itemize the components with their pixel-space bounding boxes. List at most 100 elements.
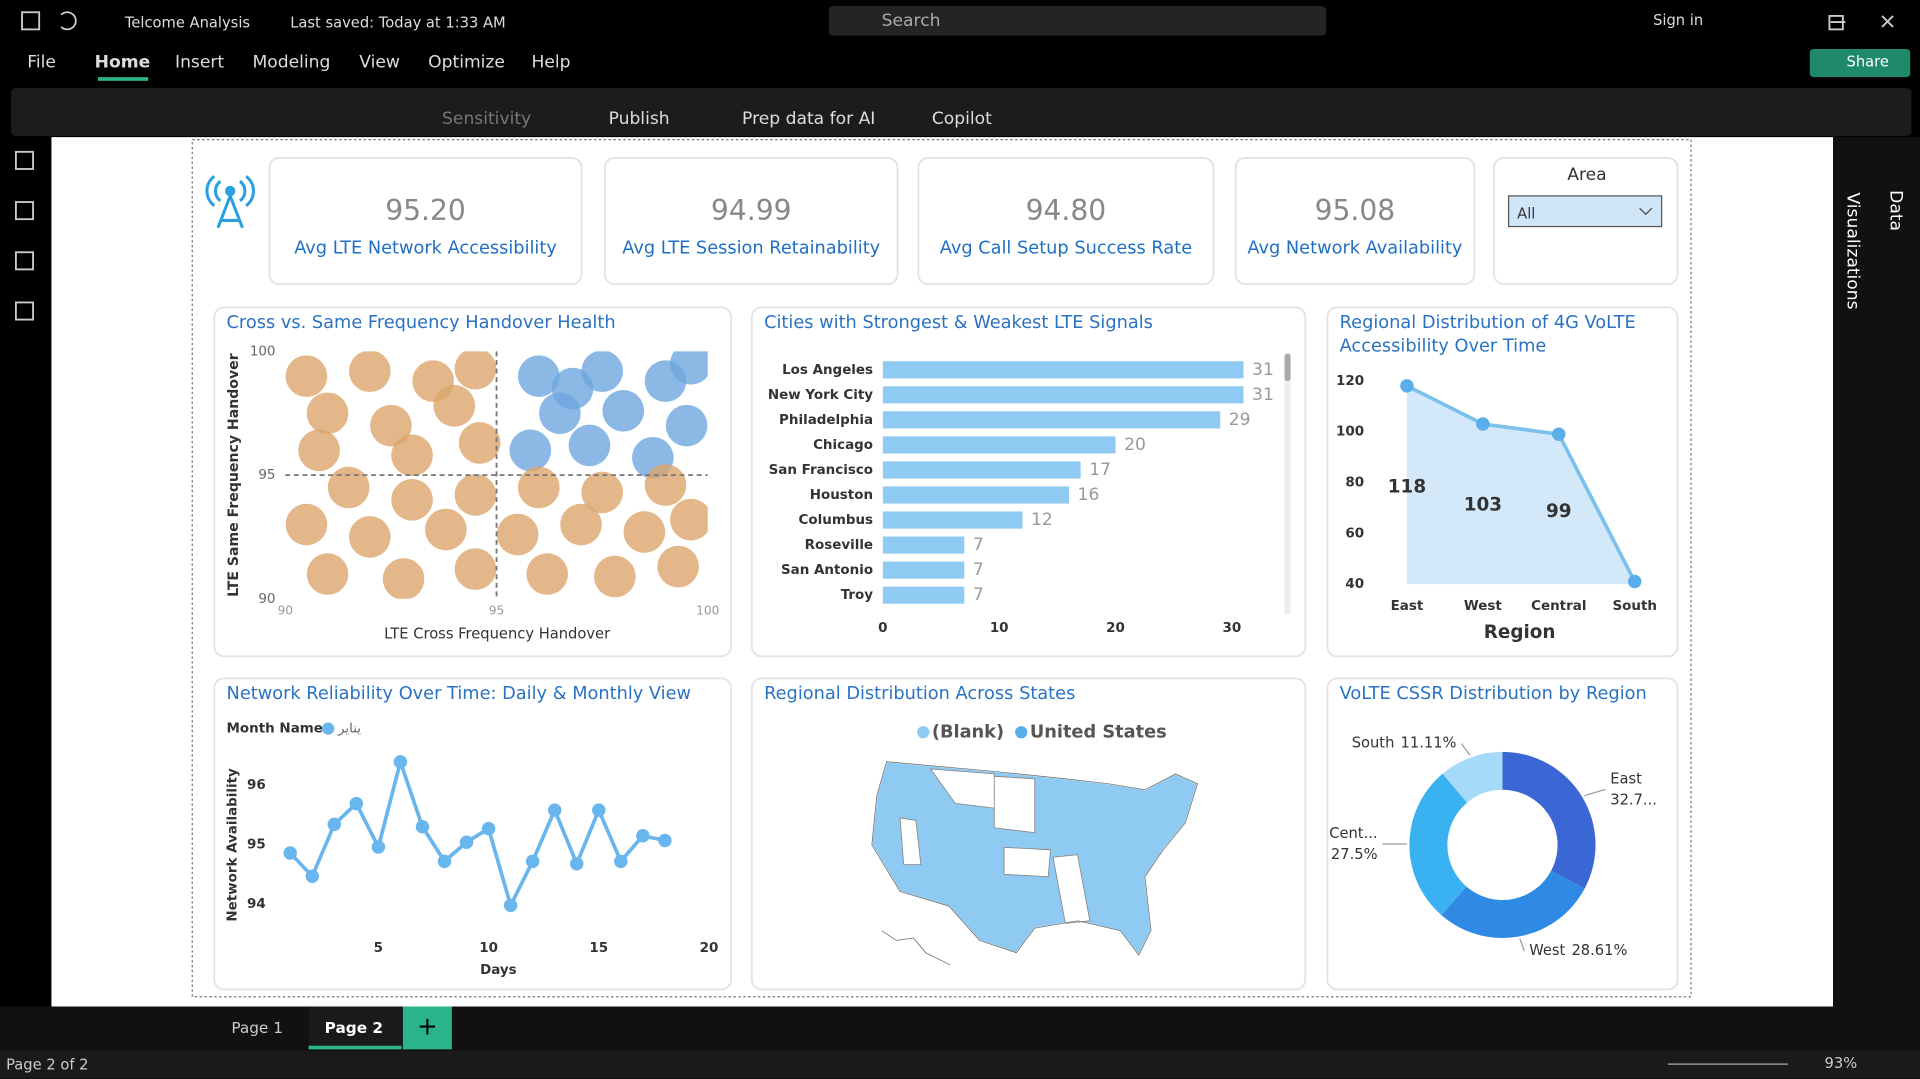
y-tick-label: 60 <box>1345 526 1364 541</box>
point <box>349 796 364 811</box>
category-label: San Antonio <box>781 563 873 578</box>
page-tab[interactable]: Page 2 <box>325 1019 383 1037</box>
menu-item[interactable]: Modeling <box>252 52 330 72</box>
category-label: Houston <box>810 488 873 503</box>
data-label: 16 <box>1078 485 1100 505</box>
bubble <box>644 464 687 506</box>
kpi-label: Avg Network Availability <box>1247 239 1462 259</box>
data-label: 27.5% <box>1331 846 1378 863</box>
bar <box>882 411 1221 429</box>
category-label: Chicago <box>813 438 873 453</box>
visual-title: Cross vs. Same Frequency Handover Health <box>226 313 616 334</box>
category-label: Columbus <box>799 513 874 528</box>
point <box>1476 417 1490 431</box>
page-tabs <box>0 1006 1834 1051</box>
bubble <box>433 385 476 427</box>
file-name: Telcome Analysis <box>124 14 250 31</box>
bubble <box>623 511 666 553</box>
bubble <box>348 351 391 393</box>
category-label: Roseville <box>805 538 873 553</box>
search-box[interactable] <box>828 6 1327 36</box>
bubble <box>458 422 501 464</box>
category-label: West <box>1529 942 1565 959</box>
x-axis-title: Days <box>480 963 517 978</box>
y-tick-label: 120 <box>1336 374 1364 389</box>
bubble <box>382 558 425 599</box>
menu-item[interactable]: Optimize <box>428 52 505 72</box>
scrollbar-thumb[interactable] <box>1284 353 1291 381</box>
data-label: 29 <box>1229 410 1251 430</box>
visual-panel <box>213 677 732 991</box>
x-tick-label: 0 <box>878 621 887 636</box>
toolbar-button[interactable]: Prep data for AI <box>742 109 875 129</box>
y-tick-label: 90 <box>258 592 275 607</box>
point <box>393 755 408 769</box>
x-tick-label: Central <box>1531 599 1586 614</box>
point <box>481 821 496 836</box>
x-tick-label: West <box>1464 599 1502 614</box>
pane-title[interactable]: Data <box>1886 190 1906 231</box>
menu-item[interactable]: Insert <box>175 52 224 72</box>
x-axis-title: Region <box>1484 622 1556 643</box>
category-label: East <box>1610 771 1642 788</box>
visual-title: VoLTE CSSR Distribution by Region <box>1339 684 1647 705</box>
menu-item[interactable]: Home <box>95 52 151 72</box>
visual-panel <box>213 306 732 658</box>
share-label[interactable]: Share <box>1847 53 1889 70</box>
visual-panel <box>750 306 1307 658</box>
share-button[interactable] <box>1809 48 1911 78</box>
active-tab[interactable] <box>308 1006 402 1050</box>
sign-in[interactable]: Sign in <box>1653 12 1703 29</box>
kpi-label: Avg LTE Session Retainability <box>622 239 880 259</box>
page-tab[interactable]: Page 1 <box>231 1019 283 1037</box>
kpi-value: 94.99 <box>711 194 792 227</box>
x-tick-label: 20 <box>1106 621 1125 636</box>
category-label: Cent... <box>1329 825 1377 842</box>
menu-item[interactable]: File <box>27 52 56 72</box>
bar <box>882 436 1116 454</box>
bubble <box>454 474 497 516</box>
y-tick-label: 80 <box>1345 475 1364 490</box>
bubble <box>454 548 497 590</box>
kpi-card <box>917 157 1215 286</box>
category-label: San Francisco <box>769 463 873 478</box>
donut-slice <box>1442 751 1503 803</box>
point <box>614 854 628 869</box>
slicer-dropdown[interactable] <box>1507 195 1663 228</box>
bubble <box>517 466 560 509</box>
data-label: 11.11% <box>1401 735 1457 752</box>
bubble <box>594 555 636 598</box>
area-line <box>1406 384 1637 583</box>
toolbar-button[interactable]: Publish <box>609 109 670 129</box>
legend-marker <box>1015 726 1028 739</box>
x-tick-label: 30 <box>1222 621 1241 636</box>
area-fill <box>1406 385 1635 585</box>
bar <box>882 461 1081 479</box>
legend-label: (Blank) <box>932 722 1004 742</box>
legend-title: Month Name <box>227 722 323 737</box>
x-tick-label: 10 <box>990 621 1009 636</box>
bar <box>882 486 1069 504</box>
bubble <box>551 367 594 410</box>
bubble <box>348 516 391 558</box>
leader-line <box>1584 788 1606 797</box>
menu-item[interactable]: Help <box>532 52 571 72</box>
visual-title: Cities with Strongest & Weakest LTE Sign… <box>764 313 1153 334</box>
add-page[interactable] <box>402 1006 452 1050</box>
data-label: 99 <box>1546 501 1572 522</box>
x-tick-label: 100 <box>696 604 719 618</box>
menu-item[interactable]: View <box>359 52 400 72</box>
bubble <box>602 389 645 432</box>
toolbar-button[interactable]: Sensitivity <box>442 109 531 129</box>
data-label: 7 <box>973 560 984 580</box>
pane-title[interactable]: Visualizations <box>1843 192 1863 309</box>
point <box>437 854 452 869</box>
visual-panel <box>1326 677 1679 991</box>
bar <box>882 561 965 579</box>
data-label: 31 <box>1252 385 1274 405</box>
data-label: 12 <box>1031 510 1053 530</box>
leader-line <box>1519 938 1525 952</box>
toolbar-button[interactable]: Copilot <box>932 109 992 129</box>
data-label: 7 <box>973 535 984 555</box>
